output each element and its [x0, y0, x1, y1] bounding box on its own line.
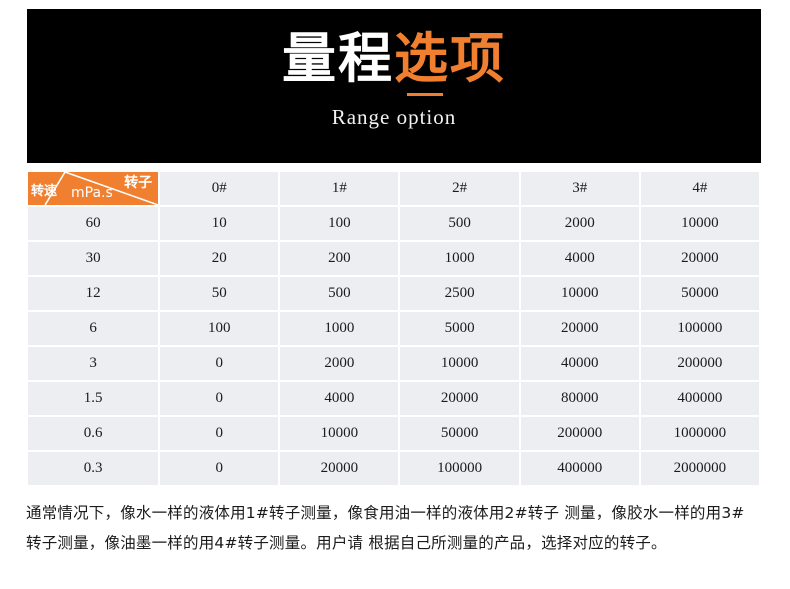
table-cell: 2000	[280, 347, 399, 380]
table-cell: 0	[160, 382, 279, 415]
table-cell: 1000	[280, 312, 399, 345]
table-row: 60 10 100 500 2000 10000	[28, 207, 759, 240]
hero-banner: 量程选项 Range option	[27, 9, 761, 163]
table-cell: 10000	[280, 417, 399, 450]
table-cell: 2500	[400, 277, 519, 310]
table-cell: 100000	[400, 452, 519, 485]
table-cell: 20000	[640, 242, 759, 275]
table-row: 30 20 200 1000 4000 20000	[28, 242, 759, 275]
table-row: 6 100 1000 5000 20000 100000	[28, 312, 759, 345]
table-row: 0.6 0 10000 50000 200000 1000000	[28, 417, 759, 450]
row-speed-label: 0.3	[28, 452, 159, 485]
table-cell: 500	[400, 207, 519, 240]
table-cell: 100	[160, 312, 279, 345]
diagonal-split-icon	[28, 172, 158, 205]
table-cell: 4000	[280, 382, 399, 415]
table-cell: 0	[160, 347, 279, 380]
column-header-0: 0#	[160, 172, 279, 205]
table-header-row: 转子 mPa.s 转速 0# 1# 2# 3# 4#	[28, 172, 759, 205]
row-speed-label: 30	[28, 242, 159, 275]
table-cell: 50000	[640, 277, 759, 310]
table-cell: 10000	[520, 277, 639, 310]
table-cell: 50	[160, 277, 279, 310]
table-cell: 80000	[520, 382, 639, 415]
table-cell: 200000	[640, 347, 759, 380]
page-title-primary: 量程	[282, 27, 394, 90]
column-header-1: 1#	[280, 172, 399, 205]
table-cell: 100000	[640, 312, 759, 345]
table-cell: 200000	[520, 417, 639, 450]
table-cell: 10000	[400, 347, 519, 380]
page-title: 量程选项	[282, 29, 506, 89]
table-body: 60 10 100 500 2000 10000 30 20 200 1000 …	[28, 207, 759, 485]
table-cell: 20000	[400, 382, 519, 415]
row-speed-label: 60	[28, 207, 159, 240]
table-cell: 400000	[640, 382, 759, 415]
table-cell: 20000	[520, 312, 639, 345]
row-speed-label: 1.5	[28, 382, 159, 415]
corner-label-rotor: 转子	[124, 175, 153, 191]
table-cell: 10000	[640, 207, 759, 240]
title-underline-rule	[407, 93, 443, 96]
row-speed-label: 6	[28, 312, 159, 345]
corner-label-unit: mPa.s	[71, 185, 113, 201]
table-row: 3 0 2000 10000 40000 200000	[28, 347, 759, 380]
table-cell: 50000	[400, 417, 519, 450]
table-row: 0.3 0 20000 100000 400000 2000000	[28, 452, 759, 485]
table-cell: 4000	[520, 242, 639, 275]
column-header-2: 2#	[400, 172, 519, 205]
page-subtitle: Range option	[331, 105, 457, 129]
corner-label-speed: 转速	[31, 184, 58, 199]
usage-note-line-2: 转子测量，像油墨一样的用4#转子测量。用户请 根据自己所测量的产品，选择对应的转…	[26, 534, 667, 552]
table-cell: 20	[160, 242, 279, 275]
table-cell: 0	[160, 452, 279, 485]
page-title-accent: 选项	[394, 27, 506, 90]
table-cell: 5000	[400, 312, 519, 345]
table-cell: 100	[280, 207, 399, 240]
table-cell: 500	[280, 277, 399, 310]
table-cell: 1000	[400, 242, 519, 275]
usage-note-line-1: 通常情况下，像水一样的液体用1#转子测量，像食用油一样的液体用2#转子 测量，像…	[26, 504, 745, 522]
table-cell: 2000000	[640, 452, 759, 485]
table-cell: 40000	[520, 347, 639, 380]
table-cell: 0	[160, 417, 279, 450]
table-row: 1.5 0 4000 20000 80000 400000	[28, 382, 759, 415]
usage-note: 通常情况下，像水一样的液体用1#转子测量，像食用油一样的液体用2#转子 测量，像…	[26, 498, 766, 558]
table-cell: 10	[160, 207, 279, 240]
table-cell: 2000	[520, 207, 639, 240]
table-cell: 1000000	[640, 417, 759, 450]
column-header-3: 3#	[520, 172, 639, 205]
row-speed-label: 12	[28, 277, 159, 310]
table-cell: 200	[280, 242, 399, 275]
table-row: 12 50 500 2500 10000 50000	[28, 277, 759, 310]
row-speed-label: 3	[28, 347, 159, 380]
corner-header-cell: 转子 mPa.s 转速	[28, 172, 159, 205]
table-header: 转子 mPa.s 转速 0# 1# 2# 3# 4#	[28, 172, 759, 205]
table-cell: 20000	[280, 452, 399, 485]
column-header-4: 4#	[640, 172, 759, 205]
range-option-table: 转子 mPa.s 转速 0# 1# 2# 3# 4# 60 10 100 500…	[26, 170, 761, 487]
table-cell: 400000	[520, 452, 639, 485]
row-speed-label: 0.6	[28, 417, 159, 450]
